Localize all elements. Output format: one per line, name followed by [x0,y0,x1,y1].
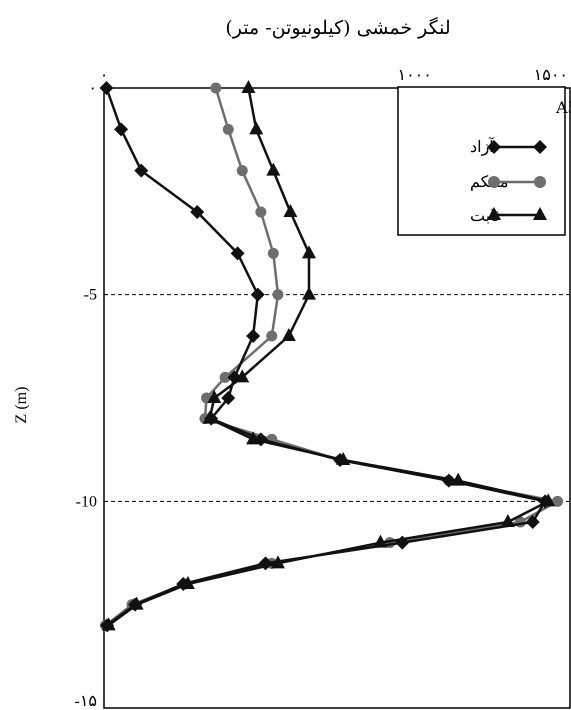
data-point-triangle [246,431,261,445]
series-line [107,87,550,627]
data-point-diamond [525,515,540,529]
legend-marker-stable-left [487,207,501,220]
legend-title: سرشمع A5 [555,98,571,117]
gridlines [104,294,570,502]
data-point-diamond [134,163,149,178]
data-point-circle [210,82,222,94]
data-point-circle [222,123,234,135]
tick-labels: ۰ ۱۰۰۰ ۱۵۰۰ ۰ -5 -10 -۱۵ [74,67,568,710]
data-point-diamond [246,329,261,343]
series-line [105,87,547,627]
data-point-triangle [541,493,556,507]
data-point-diamond [221,391,236,405]
data-point-circle [552,495,564,507]
data-point-diamond [250,287,265,302]
data-point-circle [267,247,279,259]
data-point-diamond [230,246,245,261]
y-tick-label: ۰ [88,80,97,97]
legend: سرشمع A5 آزاد محکم ثابت [397,86,571,236]
data-point-triangle [281,328,296,341]
data-point-triangle [180,576,195,589]
legend-marker-stable-right [533,207,547,220]
data-point-triangle [249,121,264,135]
data-point-triangle [241,80,256,93]
data-point-triangle [129,596,144,610]
data-point-diamond [190,205,205,219]
data-point-triangle [266,162,281,176]
y-axis-title: Z (m) [13,387,30,424]
x-tick-label: ۰ [100,67,109,84]
legend-marker-free-right [533,140,547,154]
x-axis-title: لنگر خمشی (کیلونیوتن- متر) [225,16,450,39]
plot-frame [103,87,571,709]
data-point-circle [236,165,248,177]
y-tick-label: -10 [76,493,97,510]
legend-box [397,86,566,236]
data-point-diamond [99,81,114,95]
legend-marker-fixed-right [534,176,546,188]
data-point-triangle [101,617,116,631]
data-point-circle [255,206,267,218]
y-tick-label: -۱۵ [74,693,97,710]
series-3 [101,80,556,631]
data-point-triangle [270,555,285,569]
data-point-circle [219,371,231,383]
data-point-triangle [235,369,250,383]
legend-label-free: آزاد [470,136,495,156]
data-point-triangle [202,410,217,424]
data-point-triangle [336,452,351,465]
data-point-triangle [302,245,317,259]
series-lines [99,80,564,633]
y-tick-label: -5 [84,287,97,304]
data-point-circle [266,330,278,342]
data-point-diamond [114,122,129,137]
data-point-triangle [302,286,317,300]
x-tick-label: ۱۰۰۰ [397,67,431,84]
data-point-triangle [500,514,515,527]
x-tick-label: ۱۵۰۰ [534,67,568,84]
data-point-triangle [451,472,466,486]
data-point-circle [272,289,284,301]
legend-marker-fixed-left [488,176,500,188]
legend-marker-free-left [487,140,501,154]
data-point-triangle [373,534,388,548]
data-point-triangle [207,390,222,403]
data-point-triangle [283,204,298,217]
